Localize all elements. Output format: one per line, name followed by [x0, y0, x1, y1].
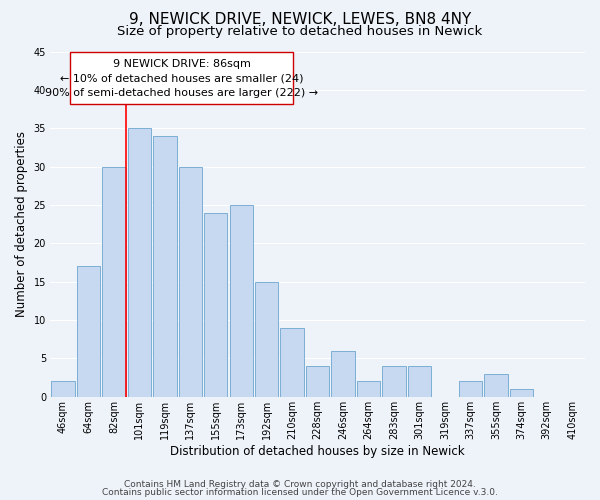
Bar — [382, 366, 406, 397]
Bar — [509, 389, 533, 397]
Text: 9, NEWICK DRIVE, NEWICK, LEWES, BN8 4NY: 9, NEWICK DRIVE, NEWICK, LEWES, BN8 4NY — [129, 12, 471, 28]
Text: Size of property relative to detached houses in Newick: Size of property relative to detached ho… — [118, 25, 482, 38]
Text: Contains public sector information licensed under the Open Government Licence v.: Contains public sector information licen… — [102, 488, 498, 497]
Bar — [128, 128, 151, 397]
Bar — [357, 382, 380, 397]
Bar — [458, 382, 482, 397]
X-axis label: Distribution of detached houses by size in Newick: Distribution of detached houses by size … — [170, 444, 465, 458]
Bar — [255, 282, 278, 397]
Bar — [153, 136, 176, 397]
Bar — [204, 212, 227, 397]
Bar — [408, 366, 431, 397]
Bar — [484, 374, 508, 397]
Bar — [179, 166, 202, 397]
Text: 90% of semi-detached houses are larger (222) →: 90% of semi-detached houses are larger (… — [45, 88, 319, 98]
Text: Contains HM Land Registry data © Crown copyright and database right 2024.: Contains HM Land Registry data © Crown c… — [124, 480, 476, 489]
Bar — [51, 382, 74, 397]
Bar — [331, 351, 355, 397]
Bar — [230, 205, 253, 397]
Text: 9 NEWICK DRIVE: 86sqm: 9 NEWICK DRIVE: 86sqm — [113, 59, 251, 69]
Bar — [280, 328, 304, 397]
Text: ← 10% of detached houses are smaller (24): ← 10% of detached houses are smaller (24… — [60, 74, 304, 84]
Bar — [102, 166, 125, 397]
Y-axis label: Number of detached properties: Number of detached properties — [15, 131, 28, 317]
Bar — [306, 366, 329, 397]
FancyBboxPatch shape — [70, 52, 293, 104]
Bar — [77, 266, 100, 397]
